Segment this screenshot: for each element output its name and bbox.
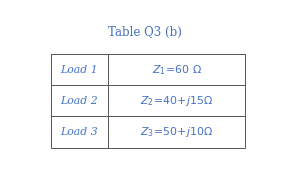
- Text: Table Q3 (b): Table Q3 (b): [108, 26, 181, 39]
- Text: Load 3: Load 3: [60, 127, 98, 137]
- Text: Load 2: Load 2: [60, 96, 98, 106]
- Text: $Z_2\!=\!40\!+\!j15\Omega$: $Z_2\!=\!40\!+\!j15\Omega$: [140, 94, 213, 108]
- Text: Load 1: Load 1: [60, 65, 98, 75]
- Text: $Z_1\!=\!60\ \Omega$: $Z_1\!=\!60\ \Omega$: [152, 63, 201, 76]
- Text: $Z_3\!=\!50\!+\!j10\Omega$: $Z_3\!=\!50\!+\!j10\Omega$: [140, 125, 213, 139]
